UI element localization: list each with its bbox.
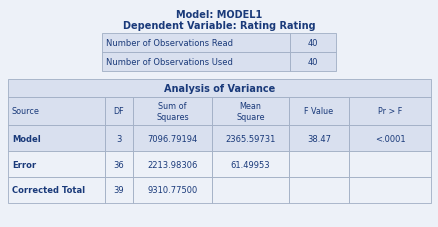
Text: Pr > F: Pr > F [377, 107, 401, 116]
Bar [288, 151, 348, 177]
Bar [8, 177, 105, 203]
Text: Dependent Variable: Rating Rating: Dependent Variable: Rating Rating [122, 21, 314, 31]
Bar [133, 98, 212, 126]
Bar [133, 177, 212, 203]
Text: 61.49953: 61.49953 [230, 160, 270, 169]
Bar [288, 126, 348, 151]
Bar [290, 53, 335, 72]
Text: 2365.59731: 2365.59731 [225, 134, 275, 143]
Text: Mean
Square: Mean Square [236, 102, 264, 121]
Text: Model: Model [12, 134, 41, 143]
Bar [348, 177, 430, 203]
Bar [212, 98, 288, 126]
Bar [212, 177, 288, 203]
Text: 36: 36 [113, 160, 124, 169]
Text: 40: 40 [307, 39, 318, 48]
Bar [212, 126, 288, 151]
Text: Sum of
Squares: Sum of Squares [156, 102, 188, 121]
Text: Source: Source [12, 107, 40, 116]
Text: DF: DF [113, 107, 124, 116]
Text: F Value: F Value [304, 107, 333, 116]
Bar [212, 151, 288, 177]
Text: Model: MODEL1: Model: MODEL1 [176, 10, 261, 20]
Bar [105, 151, 133, 177]
Text: Number of Observations Read: Number of Observations Read [106, 39, 233, 48]
Text: 40: 40 [307, 58, 318, 67]
Bar [288, 177, 348, 203]
Text: 9310.77500: 9310.77500 [147, 186, 197, 195]
Bar [348, 126, 430, 151]
Bar [8, 126, 105, 151]
Text: 3: 3 [116, 134, 121, 143]
Bar [288, 98, 348, 126]
Text: 39: 39 [113, 186, 124, 195]
Bar [8, 80, 430, 98]
Text: 7096.79194: 7096.79194 [147, 134, 197, 143]
Bar [105, 177, 133, 203]
Bar [133, 126, 212, 151]
Bar [133, 151, 212, 177]
Bar [105, 98, 133, 126]
Bar [105, 126, 133, 151]
Text: 38.47: 38.47 [306, 134, 330, 143]
Text: 2213.98306: 2213.98306 [147, 160, 197, 169]
Bar [102, 34, 290, 53]
Bar [348, 151, 430, 177]
Bar [8, 98, 105, 126]
Text: Number of Observations Used: Number of Observations Used [106, 58, 232, 67]
Text: Error: Error [12, 160, 36, 169]
Bar [290, 34, 335, 53]
Bar [348, 98, 430, 126]
Text: Analysis of Variance: Analysis of Variance [163, 84, 275, 94]
Bar [8, 151, 105, 177]
Text: Corrected Total: Corrected Total [12, 186, 85, 195]
Text: <.0001: <.0001 [374, 134, 404, 143]
Bar [102, 53, 290, 72]
